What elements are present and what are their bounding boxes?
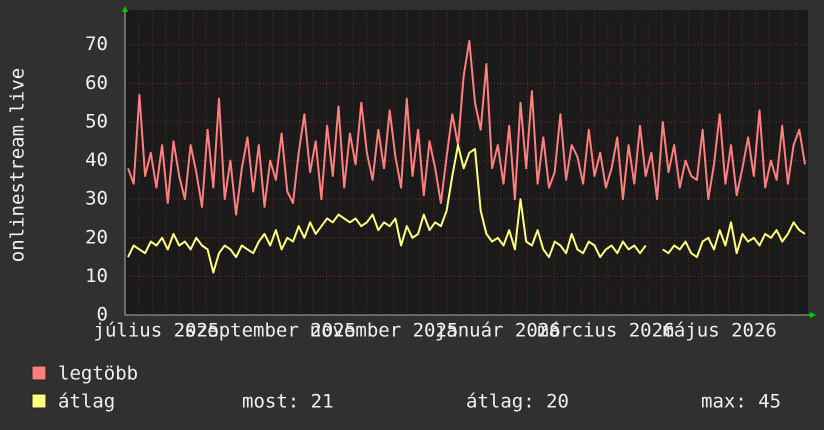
x-tick-label: március 2026 — [537, 320, 674, 342]
y-tick-label: 40 — [85, 149, 108, 171]
y-arrow — [122, 6, 128, 12]
legend-swatch — [31, 393, 47, 409]
y-tick-label: 60 — [85, 72, 108, 94]
x-tick-label: május 2026 — [662, 320, 776, 342]
stat: átlag: 20 — [466, 391, 569, 413]
x-tick-label: november 2025 — [310, 320, 459, 342]
series-line — [127, 144, 806, 274]
legend-swatch — [31, 365, 47, 381]
series-line — [127, 39, 806, 216]
y-tick-label: 20 — [85, 226, 108, 248]
marks — [125, 39, 808, 316]
legend-label: legtöbb — [58, 363, 138, 385]
y-tick-label: 50 — [85, 110, 108, 132]
x-tick-label: január 2026 — [435, 320, 561, 342]
x-tick-label: szeptember 2025 — [184, 320, 356, 342]
y-tick-label: 70 — [85, 33, 108, 55]
y-tick-label: 0 — [97, 304, 108, 326]
stat: max: 45 — [701, 391, 781, 413]
legend-label: átlag — [58, 391, 115, 413]
x-arrow — [810, 312, 816, 318]
x-tick-label: július 2025 — [94, 320, 220, 342]
stat: most: 21 — [242, 391, 334, 413]
y-tick-label: 30 — [85, 188, 108, 210]
y-tick-label: 10 — [85, 265, 108, 287]
legend: legtöbb átlag most: 21 átlag: 20 max: 45 — [31, 363, 781, 413]
y-axis-label: onlinestream.live — [7, 68, 29, 262]
